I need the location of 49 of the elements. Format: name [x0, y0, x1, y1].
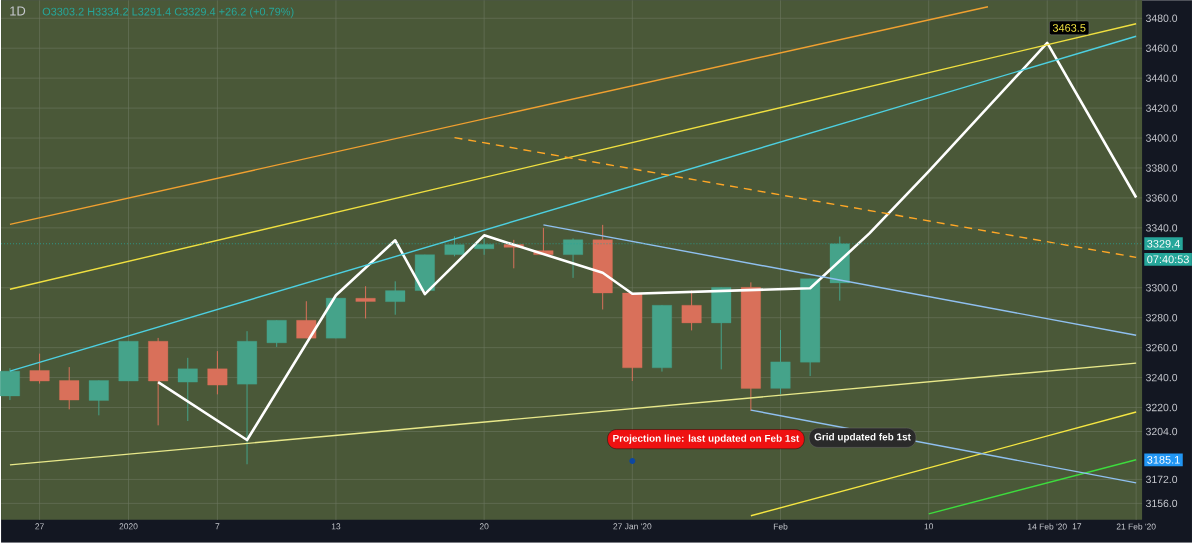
y-tick-label: 3460.0 [1145, 44, 1178, 52]
y-tick-label: 3400.0 [1145, 134, 1178, 142]
x-tick-label: 10 [924, 523, 934, 530]
candlestick [59, 366, 80, 410]
annotation: 3463.5 [1052, 24, 1086, 32]
candlestick [385, 280, 406, 316]
annotation: 3185.1 [1147, 456, 1180, 464]
x-tick-label: 21 Feb '20 [1116, 523, 1156, 530]
y-tick-label: 3440.0 [1145, 74, 1178, 82]
y-tick-label: 3204.0 [1145, 427, 1178, 436]
candlestick [296, 300, 317, 339]
y-tick-label: 3380.0 [1145, 164, 1178, 172]
x-tick-label: 7 [215, 523, 220, 530]
x-tick-label: 27 [35, 523, 44, 530]
candlestick [355, 285, 376, 320]
annotation: Projection line: last updated on Feb 1st [613, 434, 800, 444]
y-tick-label: 3240.0 [1145, 374, 1178, 382]
y-tick-label: 3360.0 [1145, 194, 1178, 202]
candlestick [474, 237, 495, 256]
text: O3303.2 H3334.2 L3291.4 C3329.4 +26.2 (+0.79%) [42, 7, 294, 18]
candlestick [563, 237, 583, 279]
candlestick [177, 357, 198, 422]
y-tick-label: 3300.0 [1145, 284, 1178, 292]
candlestick [88, 380, 109, 416]
candlestick [266, 319, 287, 348]
x-tick-label: 14 Feb '20 [1028, 523, 1067, 530]
x-tick-label: 2020 [119, 523, 138, 530]
candlestick [29, 353, 50, 385]
line-series [156, 41, 1138, 442]
x-tick-label: Feb [773, 523, 788, 530]
ref-line-label: 3329.4 [1147, 239, 1180, 248]
x-tick-label: 20 [479, 523, 489, 530]
candlestick [207, 350, 228, 395]
annotation: Grid updated feb 1st [814, 433, 911, 443]
candlestick [444, 236, 465, 257]
y-tick-label: 3220.0 [1145, 403, 1178, 412]
y-tick-label: 3420.0 [1145, 104, 1178, 112]
y-tick-label: 3260.0 [1145, 344, 1178, 352]
candlestick [681, 290, 702, 332]
chart-title: 1D [10, 6, 26, 16]
y-tick-label: 3480.0 [1145, 14, 1178, 23]
y-tick-label: 3156.0 [1145, 499, 1178, 508]
text: 07:40:53 [1147, 255, 1189, 264]
y-tick-label: 3280.0 [1145, 314, 1178, 322]
y-tick-label: 3340.0 [1145, 224, 1178, 232]
x-tick-label: 17 [1072, 523, 1082, 530]
y-tick-label: 3172.0 [1145, 475, 1178, 484]
x-tick-label: 27 Jan '20 [613, 523, 652, 530]
x-tick-label: 13 [331, 523, 341, 530]
